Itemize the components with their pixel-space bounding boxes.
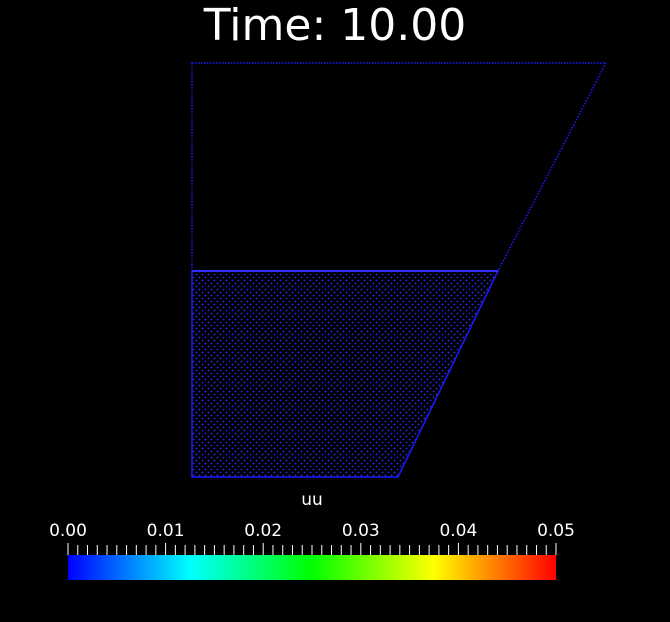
colorbar-field-label: uu (301, 490, 323, 510)
time-title: Time: 10.00 (203, 0, 467, 51)
mesh-filled-region (191, 270, 500, 478)
domain-outline-upper (191, 62, 608, 272)
colorbar (68, 555, 556, 580)
colorbar-ticks (67, 543, 557, 555)
